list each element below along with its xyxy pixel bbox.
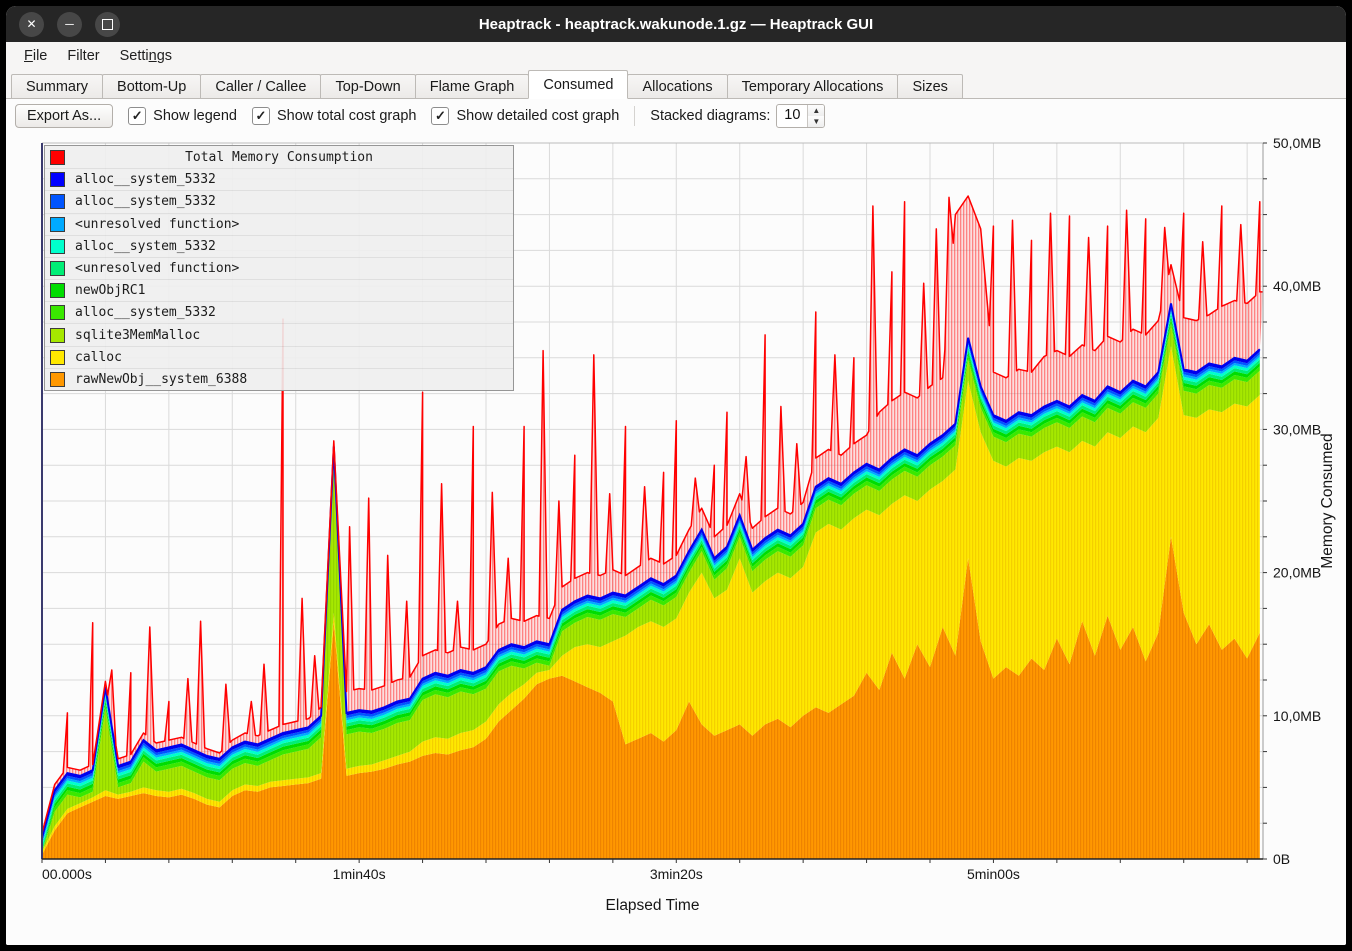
stack-top-line xyxy=(41,303,1261,838)
tab-caller-callee[interactable]: Caller / Callee xyxy=(200,74,322,99)
checkmark-icon: ✓ xyxy=(128,106,147,125)
tab-temporary-allocations[interactable]: Temporary Allocations xyxy=(726,74,899,99)
stacked-diagrams-spinbox[interactable]: 10 ▲ ▼ xyxy=(776,103,826,128)
menu-filter[interactable]: Filter xyxy=(67,47,100,64)
minimize-icon: ─ xyxy=(65,17,74,31)
y-tick-label: 0B xyxy=(1273,851,1290,867)
legend-item: calloc xyxy=(45,345,513,368)
x-tick-label: 00.000s xyxy=(42,866,92,882)
minimize-button[interactable]: ─ xyxy=(57,11,82,37)
close-button[interactable]: ✕ xyxy=(19,11,44,37)
legend-label: <unresolved function> xyxy=(75,260,240,276)
x-tick-label: 1min40s xyxy=(333,866,386,882)
checkbox-show-total-cost-graph[interactable]: ✓ Show total cost graph xyxy=(252,106,417,125)
legend-swatch xyxy=(50,194,65,210)
legend-label: alloc__system_5332 xyxy=(75,238,216,254)
tab-bar: Summary Bottom-Up Caller / Callee Top-Down F… xyxy=(6,69,1346,99)
close-icon: ✕ xyxy=(26,17,37,31)
checkmark-icon: ✓ xyxy=(431,106,450,125)
legend-title: Total Memory Consumption xyxy=(185,149,373,165)
legend-label: alloc__system_5332 xyxy=(75,305,216,321)
tab-flame-graph[interactable]: Flame Graph xyxy=(414,74,530,99)
legend-item: sqlite3MemMalloc xyxy=(45,323,513,345)
legend-swatch xyxy=(50,305,65,321)
legend-swatch xyxy=(50,327,65,343)
series-area-calloc xyxy=(42,346,1260,855)
checkbox-label: Show total cost graph xyxy=(277,107,417,124)
menu-settings[interactable]: Settings xyxy=(119,47,173,64)
maximize-button[interactable] xyxy=(95,11,120,37)
spin-up-icon[interactable]: ▲ xyxy=(808,104,825,116)
maximize-icon xyxy=(102,18,113,30)
axes: 00.000s 1min40s 3min20s 5min00s 0B 10,0MB 20,0… xyxy=(41,135,1336,914)
stacked-diagrams-label: Stacked diagrams: xyxy=(650,107,771,124)
legend-swatch xyxy=(50,149,65,165)
y-tick-label: 20,0MB xyxy=(1273,565,1321,581)
tab-allocations[interactable]: Allocations xyxy=(627,74,728,99)
tab-top-down[interactable]: Top-Down xyxy=(320,74,416,99)
titlebar: ✕ ─ Heaptrack - heaptrack.wakunode.1.gz … xyxy=(6,6,1346,42)
legend-item: alloc__system_5332 xyxy=(45,234,513,257)
checkbox-label: Show detailed cost graph xyxy=(456,107,620,124)
y-tick-label: 30,0MB xyxy=(1273,421,1321,437)
legend-swatch xyxy=(50,283,65,299)
window-title: Heaptrack - heaptrack.wakunode.1.gz — He… xyxy=(478,15,874,33)
legend-label: <unresolved function> xyxy=(75,216,240,232)
spin-down-icon[interactable]: ▼ xyxy=(808,115,825,127)
legend-label: newObjRC1 xyxy=(75,283,146,299)
legend-swatch xyxy=(50,260,65,276)
chart-area: 00.000s 1min40s 3min20s 5min00s 0B 10,0MB 20,0… xyxy=(6,132,1346,945)
consumption-chart[interactable]: 00.000s 1min40s 3min20s 5min00s 0B 10,0MB 20,0… xyxy=(6,132,1346,941)
legend-swatch xyxy=(50,349,65,365)
menubar: File Filter Settings xyxy=(6,42,1346,69)
legend-swatch xyxy=(50,238,65,254)
menu-file[interactable]: File xyxy=(24,47,48,64)
spin-arrows: ▲ ▼ xyxy=(807,104,825,127)
stacked-diagrams-value[interactable]: 10 xyxy=(784,106,801,123)
checkbox-label: Show legend xyxy=(153,107,237,124)
legend-item: alloc__system_5332 xyxy=(45,168,513,190)
checkbox-show-legend[interactable]: ✓ Show legend xyxy=(128,106,237,125)
legend-swatch xyxy=(50,172,65,188)
tab-sizes[interactable]: Sizes xyxy=(897,74,963,99)
legend-item: <unresolved function> xyxy=(45,212,513,235)
y-tick-label: 50,0MB xyxy=(1273,135,1321,151)
x-tick-label: 3min20s xyxy=(650,866,703,882)
heaptrack-window: ✕ ─ Heaptrack - heaptrack.wakunode.1.gz … xyxy=(6,6,1346,945)
legend-item: <unresolved function> xyxy=(45,256,513,279)
y-tick-label: 40,0MB xyxy=(1273,278,1321,294)
legend-label: calloc xyxy=(75,349,122,365)
legend-item: alloc__system_5332 xyxy=(45,190,513,212)
legend-label: rawNewObj__system_6388 xyxy=(75,371,248,387)
series-area-sqlite3memmalloc xyxy=(42,324,1260,852)
legend-label: alloc__system_5332 xyxy=(75,172,216,188)
total-cost-line xyxy=(41,195,1263,834)
y-axis-title: Memory Consumed xyxy=(1319,433,1336,568)
series-area-rawnewobj-system-6388 xyxy=(42,536,1260,859)
legend-label: alloc__system_5332 xyxy=(75,194,216,210)
x-tick-label: 5min00s xyxy=(967,866,1020,882)
legend-label: sqlite3MemMalloc xyxy=(75,327,201,343)
legend-item: rawNewObj__system_6388 xyxy=(45,367,513,390)
tab-bottom-up[interactable]: Bottom-Up xyxy=(102,74,202,99)
y-tick-label: 10,0MB xyxy=(1273,708,1321,724)
legend-title-row: Total Memory Consumption xyxy=(45,146,513,168)
checkbox-show-detailed-cost-graph[interactable]: ✓ Show detailed cost graph xyxy=(431,106,620,125)
toolbar-separator xyxy=(634,105,636,126)
x-axis-title: Elapsed Time xyxy=(606,897,700,914)
stacked-diagrams-control: Stacked diagrams: 10 ▲ ▼ xyxy=(650,103,826,128)
window-buttons: ✕ ─ xyxy=(19,11,120,37)
tab-summary[interactable]: Summary xyxy=(11,74,104,99)
legend-swatch xyxy=(50,216,65,232)
legend-swatch xyxy=(50,371,65,387)
legend-item: newObjRC1 xyxy=(45,279,513,301)
export-as-button[interactable]: Export As... xyxy=(15,103,114,128)
toolbar: Export As... ✓ Show legend ✓ Show total cos… xyxy=(6,99,1346,132)
tab-consumed[interactable]: Consumed xyxy=(528,70,629,99)
legend-item: alloc__system_5332 xyxy=(45,301,513,323)
chart-legend: Total Memory Consumption alloc__system_53… xyxy=(44,145,514,391)
checkmark-icon: ✓ xyxy=(252,106,270,125)
